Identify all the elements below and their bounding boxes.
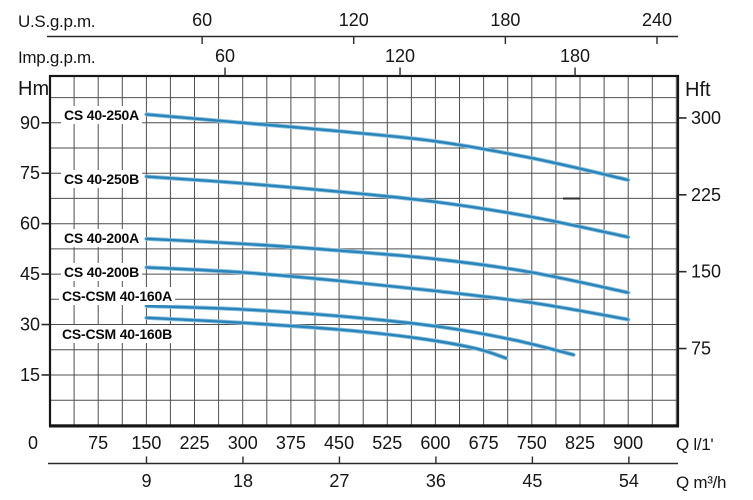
series-label-bg [61,170,143,188]
pump-curve-cs-40-200b [145,266,630,321]
imp-gpm-tick-label: 180 [560,46,590,66]
flow-lmin-tick-label: 150 [131,433,161,453]
series-label-cs-40-200a: CS 40-200A [64,230,139,246]
series-label-bg [59,287,176,305]
pump-curve-cs-40-250b [145,175,630,239]
imp-gpm-tick-label: 60 [215,46,235,66]
pump-curve-cs-csm-40-160a [145,304,575,356]
head-m-tick-label: 30 [20,315,40,335]
imp-gpm-tick-label: 120 [385,46,415,66]
pump-curve-cs-40-200a [145,237,630,294]
m3h-tick-label: 9 [141,471,151,491]
flow-lmin-tick-label: 450 [324,433,354,453]
head-m-tick-label: 45 [20,264,40,284]
m3h-tick-label: 27 [329,471,349,491]
curves-layer [144,112,631,361]
m3h-tick-label: 45 [522,471,542,491]
series-label-cs-40-250a: CS 40-250A [64,107,139,123]
us-gpm-tick-label: 60 [192,10,212,30]
head-ft-tick-label: 225 [691,185,721,205]
us-gpm-tick-label: 120 [339,10,369,30]
series-label-bg [61,229,143,247]
m3h-tick-label: 54 [619,471,639,491]
flow-lmin-tick-label: 75 [88,433,108,453]
series-labels-layer: CS 40-250A CS 40-250B CS 40-200A CS 40-200B… [59,106,176,343]
head-m-tick-label: 75 [20,163,40,183]
head-ft-axis-title: Hft [685,79,711,101]
flow-lmin-axis-title: Q l/1' [676,435,713,454]
us-gpm-tick-label: 240 [642,10,672,30]
flow-lmin-tick-label: 825 [565,433,595,453]
head-ft-tick-label: 75 [691,339,711,359]
pump-curve-halo-cs-csm-40-160b [144,315,509,361]
head-ft-tick-label: 150 [691,262,721,282]
pump-curve-cs-csm-40-160b [145,316,508,360]
frame-layer [48,74,680,428]
m3h-tick-label: 18 [233,471,253,491]
flow-lmin-tick-label: 300 [228,433,258,453]
head-m-tick-label: 60 [20,214,40,234]
head-m-tick-label: 90 [20,113,40,133]
flow-lmin-tick-label: 0 [28,433,38,453]
series-label-cs-csm-40-160a: CS-CSM 40-160A [62,288,172,304]
pump-curve-cs-40-250a [145,113,630,182]
flow-lmin-tick-label: 525 [372,433,402,453]
flow-lmin-tick-label: 375 [276,433,306,453]
head-m-axis-title: Hm [18,78,49,100]
m3h-tick-label: 36 [426,471,446,491]
head-m-tick-label: 15 [20,365,40,385]
imp-gpm-axis-title: Imp.g.p.m. [18,48,95,67]
flow-lmin-tick-label: 900 [613,433,643,453]
flow-lmin-tick-label: 600 [420,433,450,453]
series-label-cs-40-250b: CS 40-250B [64,171,139,187]
us-gpm-tick-label: 180 [490,10,520,30]
plot-frame [48,74,680,427]
us-gpm-axis-title: U.S.g.p.m. [18,12,95,31]
flow-lmin-tick-label: 750 [517,433,547,453]
flow-m3h-axis-title: Q m³/h [676,473,726,492]
series-label-cs-csm-40-160b: CS-CSM 40-160B [62,326,172,342]
series-label-bg [61,106,143,124]
flow-lmin-tick-label: 675 [469,433,499,453]
ticks-layer [41,35,687,465]
series-label-bg [61,263,143,281]
flow-lmin-tick-label: 225 [180,433,210,453]
series-label-cs-40-200b: CS 40-200B [64,264,139,280]
axis-titles-layer: U.S.g.p.m. Imp.g.p.m. Hm Hft Q l/1' Q m³… [18,12,726,492]
series-label-bg [59,325,176,343]
head-ft-tick-label: 300 [691,108,721,128]
